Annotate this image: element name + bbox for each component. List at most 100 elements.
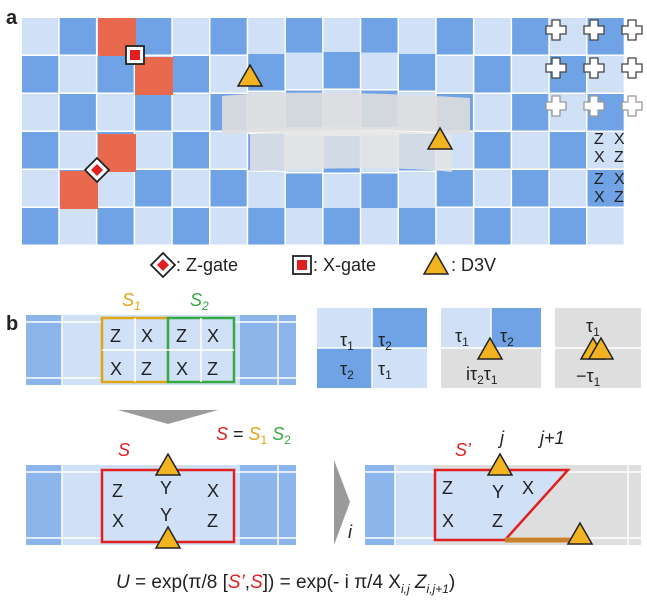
svg-text:τ1: τ1: [586, 316, 600, 339]
plus-icon: [545, 57, 567, 79]
svg-text:X: X: [112, 511, 124, 531]
unitary-formula: U = exp(π/8 [S’,S]) = exp(- i π/4 Xi,j Z…: [116, 572, 455, 596]
lattice-cell: [285, 173, 323, 210]
right-arrow-icon: [334, 460, 350, 545]
panel-b-label: b: [6, 313, 18, 335]
lattice-cell: [474, 208, 511, 245]
stab-label: Z: [594, 131, 604, 148]
lattice-cell: [512, 18, 549, 55]
d3v-icon: [236, 63, 264, 87]
lattice-cell: [59, 208, 96, 245]
prime-label: S’: [455, 440, 472, 460]
stabilizer-label-grid: Z X X Z Z X X Z: [594, 131, 625, 206]
lattice-cell: [587, 170, 624, 207]
j-label: j: [497, 428, 505, 448]
tau-box-3: [555, 308, 641, 388]
lattice-cell: [135, 208, 172, 245]
lattice-cell: [59, 132, 96, 169]
lattice-cell: [474, 170, 511, 207]
lattice-cell: [210, 18, 247, 55]
lattice-cell: [210, 208, 247, 245]
prime-strip: [365, 452, 641, 545]
plus-icon: [583, 95, 605, 117]
lattice-cell: [135, 132, 172, 169]
lattice-cell: [474, 18, 511, 55]
merged-label: S: [118, 440, 130, 460]
svg-text:Z: Z: [207, 511, 218, 531]
svg-text:τ1: τ1: [340, 330, 354, 353]
plus-icon: [545, 95, 567, 117]
lattice-cell: [172, 94, 209, 131]
svg-text:iτ2τ1: iτ2τ1: [466, 364, 498, 387]
lattice-cell: [135, 170, 172, 207]
tau-labels-2: τ1 τ2 iτ2τ1: [455, 326, 514, 387]
lattice-cell: [172, 132, 209, 169]
lattice-cell: [172, 170, 209, 207]
lattice-cell: [361, 208, 398, 245]
lattice-cell: [399, 18, 436, 55]
s1-label: S1: [122, 290, 141, 313]
lattice-cell: [361, 18, 398, 55]
lattice-cell: [436, 208, 473, 245]
lattice-cell: [59, 56, 96, 93]
lattice-cell: [361, 52, 398, 90]
stab-label: Z: [594, 171, 604, 188]
lattice-cell: [248, 18, 285, 55]
lattice-cell: [436, 56, 473, 93]
svg-text:τ1: τ1: [455, 326, 469, 349]
lattice-cell: [587, 132, 624, 169]
i-label: i: [348, 522, 353, 542]
lattice-cell: [135, 94, 172, 131]
lattice-cell: [436, 18, 473, 55]
stab-label: X: [614, 131, 625, 148]
plus-icon: [621, 95, 643, 117]
x-gate-icon: [125, 45, 145, 65]
legend-z-gate: : Z-gate: [176, 255, 238, 275]
z-gate-legend-icon: [149, 251, 177, 279]
svg-text:τ2: τ2: [378, 330, 392, 353]
plus-icon: [583, 57, 605, 79]
lattice-cell: [361, 173, 398, 210]
legend-x-gate: : X-gate: [313, 255, 376, 275]
lattice-cell: [22, 132, 59, 169]
lattice-cell: [512, 208, 549, 245]
svg-text:τ2: τ2: [500, 326, 514, 349]
plus-icon: [621, 19, 643, 41]
tau-box-1: [317, 308, 427, 388]
lattice-cell: [210, 132, 247, 169]
stab-label: X: [594, 189, 605, 206]
lattice-cell: [436, 170, 473, 207]
plus-icon: [621, 57, 643, 79]
lattice-cell: [22, 94, 59, 131]
svg-text:τ1: τ1: [378, 359, 392, 382]
svg-text:Z: Z: [112, 481, 123, 501]
lattice-cell: [399, 54, 436, 91]
lattice-cell: [172, 208, 209, 245]
legend: : Z-gate : X-gate : D3V: [149, 251, 496, 279]
d3v-legend-icon: [422, 251, 450, 275]
lattice-cell: [22, 56, 59, 93]
svg-text:Y: Y: [160, 505, 172, 525]
lattice-cell: [474, 94, 511, 131]
tau-labels-1: τ1 τ2 τ2 τ1: [340, 330, 392, 382]
lattice-cell: [323, 52, 360, 89]
lattice-cell: [285, 208, 323, 245]
d3v-icon: [426, 126, 454, 150]
jp1-label: j+1: [537, 428, 565, 448]
lattice-cell: [172, 56, 209, 93]
lattice-cell: [474, 132, 511, 169]
lattice-cell: [285, 52, 323, 90]
svg-text:Z: Z: [492, 511, 503, 531]
product-equation: S = S1 S2: [216, 424, 291, 447]
lattice-cell: [22, 18, 59, 55]
svg-text:X: X: [442, 511, 454, 531]
svg-text:X: X: [207, 481, 219, 501]
lattice-cell: [248, 208, 285, 245]
lattice-cell: [549, 208, 586, 245]
tau-box-2: [441, 308, 541, 388]
lattice-cell: [323, 18, 360, 55]
merged-cells: Z X Y Y X Z: [112, 478, 219, 531]
lattice-cell: [474, 56, 511, 93]
lattice-cell: [399, 172, 436, 209]
